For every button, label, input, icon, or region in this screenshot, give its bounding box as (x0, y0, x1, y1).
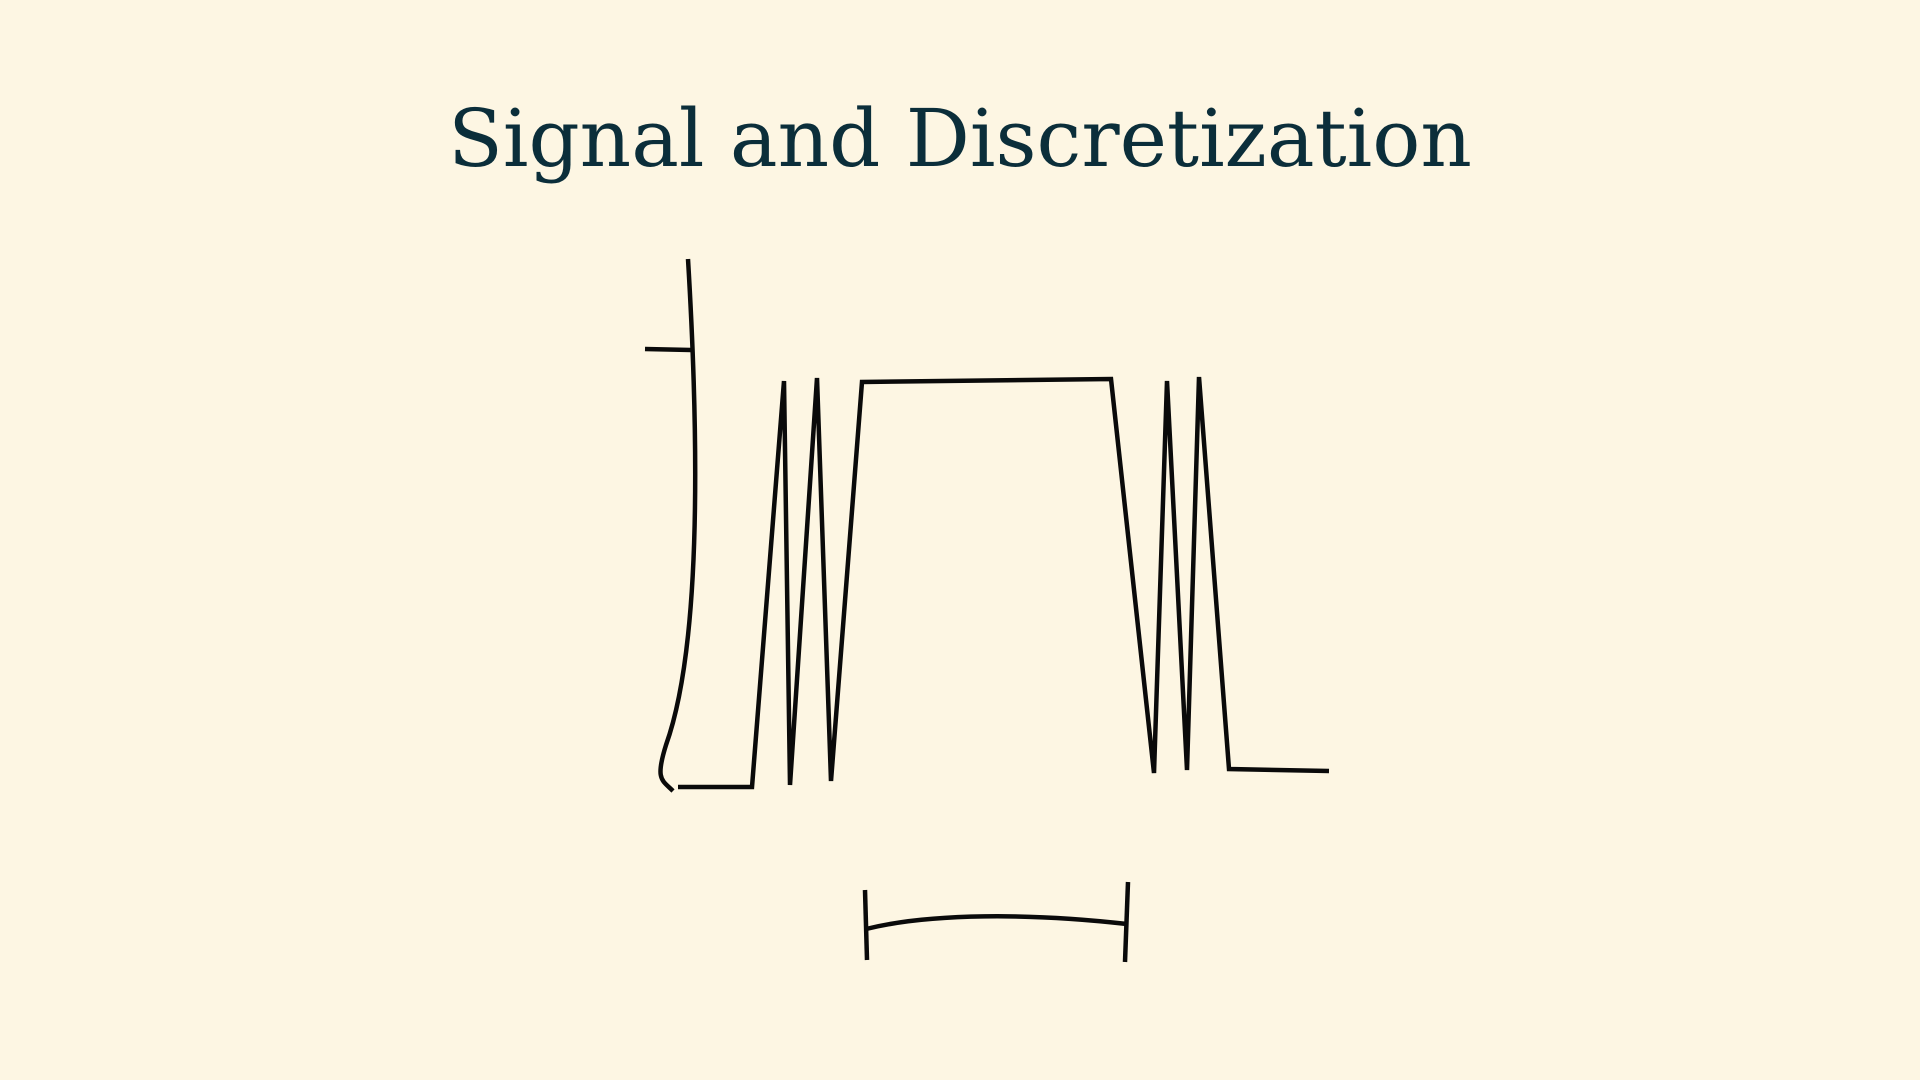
amplitude-axis (658, 258, 698, 793)
interval-bracket-span (865, 914, 1128, 932)
slide-title: Signal and Discretization (448, 92, 1472, 185)
interval-bracket-left-tick (862, 889, 870, 961)
amplitude-tick (644, 346, 692, 353)
signal-waveform (678, 376, 1330, 790)
